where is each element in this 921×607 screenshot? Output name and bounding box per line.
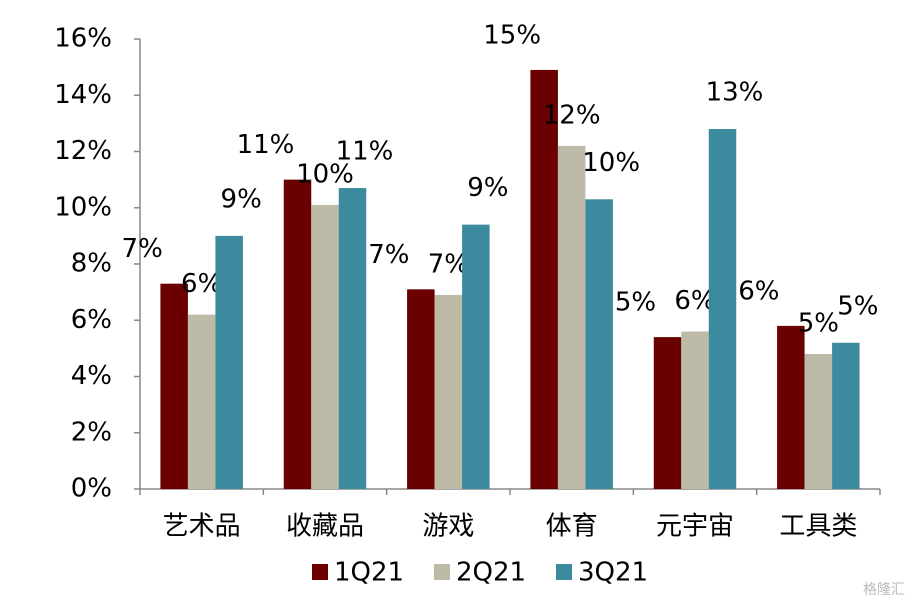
data-label: 7% [368,240,409,270]
bar [530,69,558,489]
y-tick-label: 2% [71,417,112,447]
x-tick-label: 游戏 [422,512,474,542]
bar [557,145,586,489]
x-tick-label: 工具类 [779,512,857,542]
bar [338,188,367,489]
data-label: 10% [296,159,354,189]
bar [187,314,216,489]
x-tick-label: 体育 [546,512,598,542]
data-label: 10% [582,148,640,178]
bar [832,342,860,489]
bar [434,294,463,489]
data-label: 13% [706,78,764,108]
data-label: 6% [738,276,779,306]
legend-swatch [312,564,328,580]
data-label: 5% [615,288,656,318]
bar [462,224,490,489]
bar [215,235,243,489]
bar [585,199,613,489]
bar [804,354,833,489]
watermark: 格隆汇 [863,582,905,598]
x-tick-label: 收藏品 [286,512,364,542]
data-label: 5% [798,309,839,339]
bar [311,204,339,489]
x-tick-label: 元宇宙 [656,512,734,542]
data-label: 5% [837,291,878,321]
data-label: 9% [221,184,262,214]
data-label: 7% [122,234,163,264]
y-tick-label: 4% [71,361,112,391]
data-label: 15% [483,20,541,50]
data-label: 11% [336,137,394,167]
bar [681,331,709,489]
y-tick-label: 8% [71,249,112,279]
data-label: 11% [237,130,295,160]
x-tick-label: 艺术品 [163,512,241,542]
legend-label: 2Q21 [456,558,526,588]
y-tick-label: 14% [54,80,112,110]
y-tick-label: 0% [71,474,112,504]
bar [407,289,435,489]
y-tick-label: 6% [71,305,112,335]
legend-swatch [434,564,450,580]
legend-label: 3Q21 [578,558,648,588]
data-label: 9% [467,173,508,203]
bar [708,129,737,489]
bar [777,325,805,489]
bar [283,179,312,489]
data-label: 12% [543,100,601,130]
legend-label: 1Q21 [334,558,404,588]
y-tick-label: 12% [54,136,112,166]
legend-swatch [556,564,572,580]
y-tick-label: 16% [54,24,112,54]
y-tick-label: 10% [54,192,112,222]
bar [160,283,188,489]
bar [653,337,682,489]
